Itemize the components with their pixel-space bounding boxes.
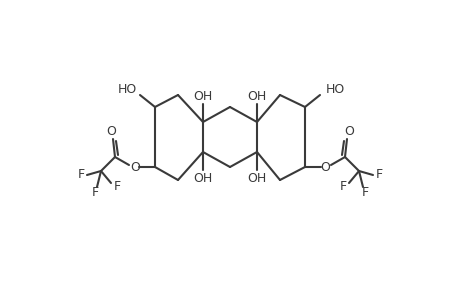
Text: F: F bbox=[339, 181, 346, 194]
Text: OH: OH bbox=[193, 172, 212, 184]
Text: OH: OH bbox=[193, 89, 212, 103]
Text: F: F bbox=[77, 169, 84, 182]
Text: F: F bbox=[113, 181, 120, 194]
Text: F: F bbox=[361, 187, 368, 200]
Text: F: F bbox=[91, 187, 98, 200]
Text: OH: OH bbox=[247, 172, 266, 184]
Text: O: O bbox=[319, 160, 329, 173]
Text: O: O bbox=[130, 160, 140, 173]
Text: OH: OH bbox=[247, 89, 266, 103]
Text: F: F bbox=[375, 169, 382, 182]
Text: O: O bbox=[343, 124, 353, 137]
Text: O: O bbox=[106, 124, 116, 137]
Text: HO: HO bbox=[325, 82, 344, 95]
Text: HO: HO bbox=[117, 82, 136, 95]
